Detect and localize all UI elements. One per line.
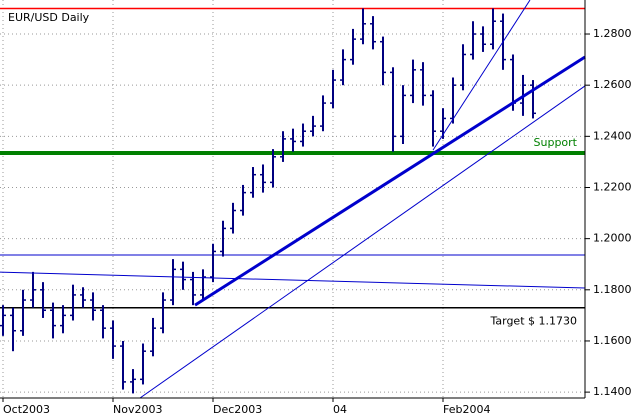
- ohlc-bar: [180, 261, 186, 290]
- ohlc-bar: [280, 131, 286, 162]
- ohlc-bar: [160, 292, 166, 334]
- line-label: Target $ 1.1730: [489, 315, 577, 328]
- ohlc-bar: [60, 305, 66, 334]
- ohlc-bar: [460, 44, 466, 91]
- y-tick-label: 1.1800: [593, 283, 632, 296]
- ohlc-bar: [410, 59, 416, 104]
- ohlc-bar: [200, 269, 206, 301]
- x-tick-label: 04: [333, 403, 347, 416]
- y-tick-label: 1.2200: [593, 180, 632, 193]
- ohlc-bar: [300, 123, 306, 147]
- y-tick-label: 1.1400: [593, 385, 632, 398]
- ohlc-bar: [320, 95, 326, 132]
- ohlc-bar: [50, 302, 56, 339]
- y-tick-label: 1.2800: [593, 27, 632, 40]
- ohlc-bar: [220, 220, 226, 257]
- ohlc-bar: [40, 282, 46, 318]
- chart-title: EUR/USD Daily: [8, 11, 90, 24]
- x-tick-label: Oct2003: [3, 403, 50, 416]
- ohlc-bar: [150, 317, 156, 357]
- ohlc-bar: [330, 69, 336, 109]
- y-tick-label: 1.2000: [593, 232, 632, 245]
- ohlc-bar: [10, 307, 16, 352]
- y-tick-label: 1.1600: [593, 334, 632, 347]
- ohlc-bar: [170, 259, 176, 306]
- trend-line: [139, 85, 586, 399]
- x-tick-label: Dec2003: [213, 403, 262, 416]
- ohlc-bar: [210, 243, 216, 283]
- ohlc-bar: [80, 287, 86, 308]
- ohlc-bar: [90, 292, 96, 321]
- ohlc-bar: [230, 202, 236, 234]
- ohlc-bar: [530, 80, 536, 119]
- ohlc-bar: [340, 49, 346, 86]
- ohlc-bar: [400, 85, 406, 145]
- trend-line: [432, 0, 531, 151]
- ohlc-bar: [420, 62, 426, 106]
- ohlc-bar: [240, 184, 246, 216]
- ohlc-bar: [20, 289, 26, 336]
- ohlc-bar: [30, 271, 36, 308]
- ohlc-bar: [260, 164, 266, 193]
- ohlc-bar: [490, 8, 496, 50]
- ohlc-bar: [380, 36, 386, 86]
- line-label: Support: [534, 136, 578, 149]
- ohlc-bar: [290, 128, 296, 152]
- ohlc-bar: [250, 167, 256, 198]
- ohlc-bar: [350, 28, 356, 65]
- ohlc-bar: [120, 340, 126, 390]
- y-tick-label: 1.2600: [593, 78, 632, 91]
- trend-line: [0, 271, 586, 289]
- ohlc-bar: [430, 90, 436, 147]
- ohlc-bar: [390, 67, 396, 152]
- ohlc-bar: [360, 8, 366, 45]
- ohlc-bar: [270, 149, 276, 188]
- ohlc-bar: [100, 305, 106, 339]
- ohlc-bar: [370, 16, 376, 50]
- ohlc-bar: [480, 26, 486, 52]
- y-tick-label: 1.2400: [593, 129, 632, 142]
- ohlc-bar: [110, 320, 116, 359]
- x-tick-label: Feb2004: [443, 403, 490, 416]
- ohlc-bar: [0, 305, 6, 336]
- ohlc-bar: [140, 343, 146, 385]
- ohlc-bar: [450, 77, 456, 124]
- ohlc-bar: [70, 284, 76, 321]
- ohlc-bar: [470, 21, 476, 60]
- ohlc-bar: [130, 369, 136, 394]
- ohlc-bar: [310, 115, 316, 137]
- x-tick-label: Nov2003: [113, 403, 162, 416]
- trend-line: [194, 55, 586, 307]
